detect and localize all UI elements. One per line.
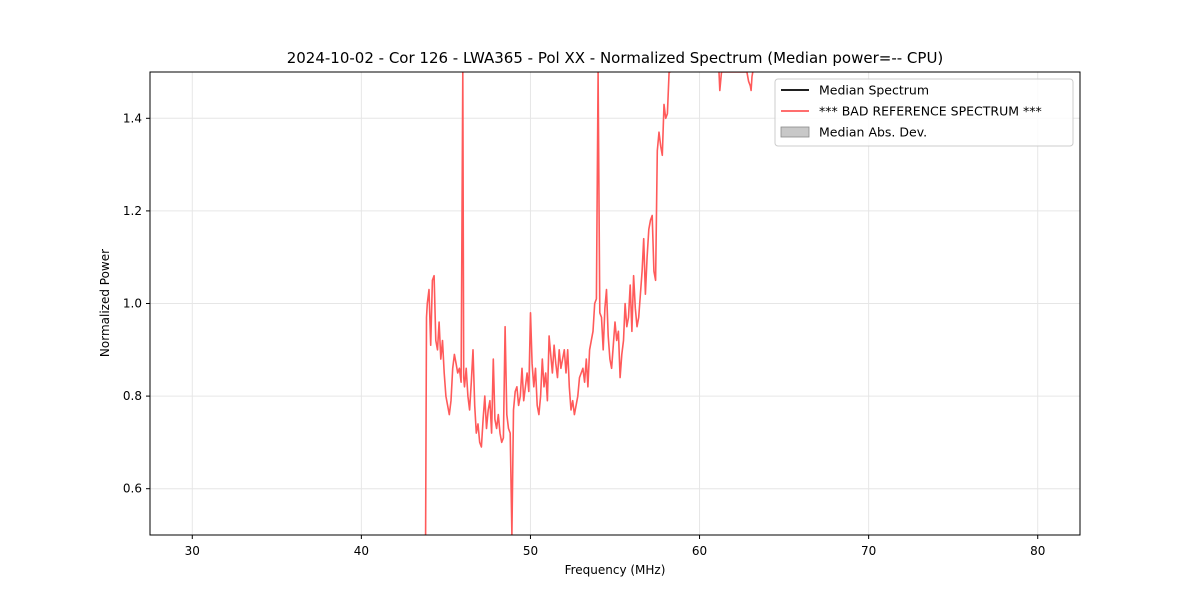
y-tick-label: 1.4 (123, 111, 142, 125)
x-tick-label: 70 (861, 544, 876, 558)
x-axis: 30 40 50 60 70 80 (185, 535, 1045, 558)
x-tick-label: 60 (692, 544, 707, 558)
legend-label: Median Spectrum (819, 83, 929, 98)
y-axis: 0.6 0.8 1.0 1.2 1.4 (123, 111, 150, 496)
y-tick-label: 0.8 (123, 389, 142, 403)
x-tick-label: 80 (1030, 544, 1045, 558)
y-tick-label: 1.0 (123, 297, 142, 311)
y-axis-label: Normalized Power (98, 249, 112, 357)
legend-swatch-mad (780, 126, 810, 138)
legend-box (774, 78, 1074, 147)
chart-title: 2024-10-02 - Cor 126 - LWA365 - Pol XX -… (287, 49, 944, 67)
series-layer (424, 72, 754, 535)
legend: Median Spectrum *** BAD REFERENCE SPECTRU… (774, 78, 1074, 147)
x-tick-label: 50 (523, 544, 538, 558)
legend-label: *** BAD REFERENCE SPECTRUM *** (819, 104, 1042, 119)
y-tick-label: 1.2 (123, 204, 142, 218)
series-line-bad-reference-2 (718, 72, 754, 92)
series-line-bad-reference-1 (424, 72, 671, 535)
x-axis-label: Frequency (MHz) (565, 563, 666, 577)
y-tick-label: 0.6 (123, 482, 142, 496)
x-tick-label: 30 (185, 544, 200, 558)
legend-label: Median Abs. Dev. (819, 125, 927, 140)
x-tick-label: 40 (354, 544, 369, 558)
